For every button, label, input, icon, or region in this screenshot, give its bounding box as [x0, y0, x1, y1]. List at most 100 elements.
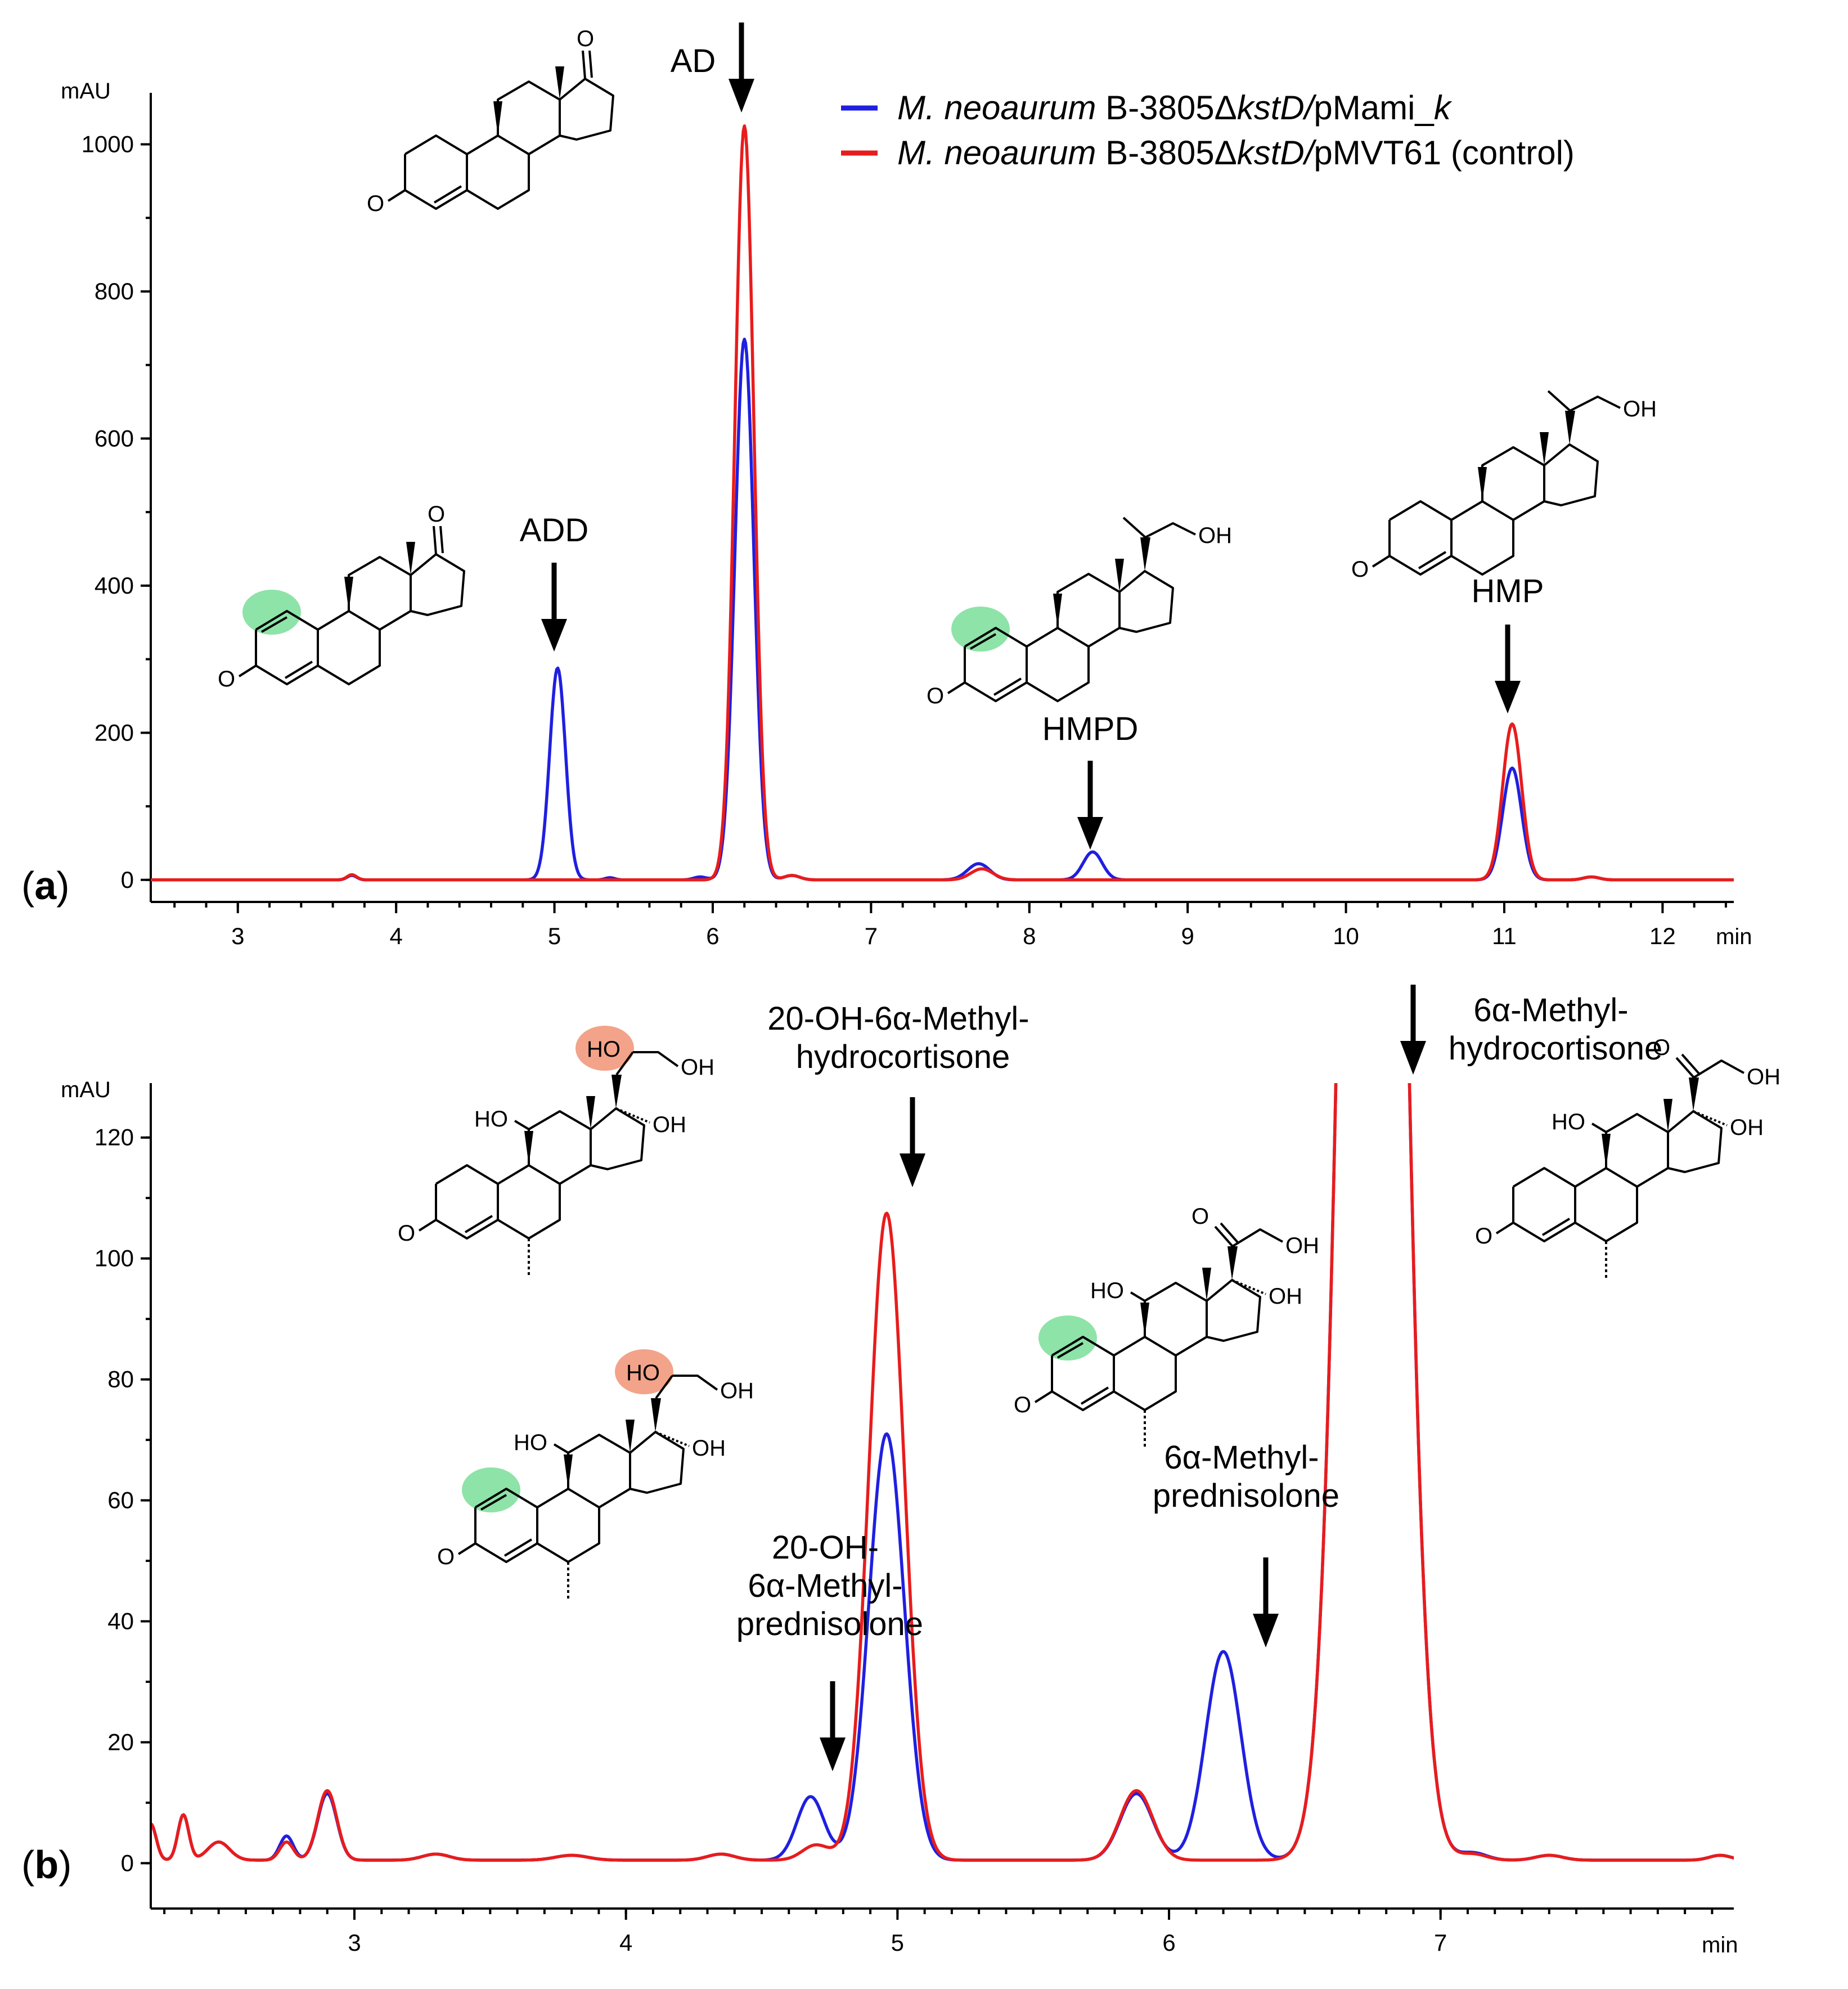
svg-text:HO: HO: [626, 1361, 660, 1385]
x-tick-label: 12: [1649, 923, 1676, 949]
arrow-methylprednisolone: [1253, 1557, 1279, 1647]
y-tick-label: 400: [95, 572, 134, 599]
y-tick-label: 20: [107, 1728, 134, 1755]
panel-b-x-ticks: 3 4 5 6 7: [163, 1909, 1714, 1956]
svg-text:OH: OH: [720, 1379, 754, 1403]
arrow-20oh-methylhydrocortisone: [900, 1097, 925, 1187]
panel-a-traces: [151, 124, 1734, 882]
x-tick-label: 7: [1434, 1929, 1447, 1956]
svg-text:OH: OH: [692, 1436, 726, 1461]
y-tick-label: 100: [95, 1245, 134, 1272]
panel-b-x-unit: min: [1702, 1933, 1738, 1957]
x-tick-label: 10: [1333, 923, 1359, 949]
y-tick-label: 0: [121, 866, 134, 893]
panel-a-tag: (a): [21, 864, 70, 908]
highlight-salmon-pred: [615, 1349, 673, 1394]
structure-20oh-methylprednisolone: O HO OH HO OH: [437, 1349, 754, 1601]
structure-20oh-methylhydrocortisone: O HO OH HO OH: [398, 1026, 714, 1277]
svg-text:O: O: [398, 1221, 415, 1246]
svg-text:HO: HO: [514, 1430, 547, 1455]
svg-text:OH: OH: [653, 1112, 686, 1137]
panel-b-tag: (b): [21, 1843, 71, 1887]
peak-label-hmp: HMP: [1472, 573, 1544, 609]
y-tick-label: 800: [95, 278, 134, 304]
x-tick-label: 11: [1492, 923, 1517, 949]
highlight-green-add: [242, 590, 301, 635]
structure-methylprednisolone: O HO OH O OH: [1014, 1204, 1319, 1449]
x-tick-label: 3: [231, 923, 244, 949]
y-tick-label: 120: [95, 1124, 134, 1151]
structure-hmp: O OH: [1351, 390, 1657, 582]
svg-text:O: O: [1014, 1393, 1031, 1417]
x-tick-label: 4: [619, 1929, 632, 1956]
svg-text:OH: OH: [1623, 397, 1657, 421]
peak-label-hmpd: HMPD: [1042, 711, 1139, 747]
svg-text:O: O: [927, 684, 944, 708]
svg-text:OH: OH: [1730, 1115, 1764, 1140]
series-line-control: [151, 124, 1734, 882]
peak-label-20oh-methylhydrocortisone: 20-OH-6α-Methyl- hydrocortisone: [767, 1000, 1038, 1075]
panel-a-x-unit: min: [1716, 924, 1752, 949]
svg-text:O: O: [437, 1544, 455, 1569]
highlight-salmon-hc: [575, 1026, 634, 1071]
y-tick-label: 0: [121, 1849, 134, 1876]
x-tick-label: 5: [548, 923, 561, 949]
arrow-ad: [729, 23, 754, 113]
svg-text:OH: OH: [1747, 1065, 1780, 1089]
x-tick-label: 6: [706, 923, 719, 949]
series-line-control: [151, 1083, 1734, 1862]
panel-b-y-ticks: 0 20 40 60 80 100 120: [95, 1124, 151, 1876]
structure-ad: O O: [367, 26, 614, 216]
svg-text:HO: HO: [587, 1037, 621, 1062]
svg-text:O: O: [218, 667, 235, 692]
highlight-green-hydroxy-pred: [462, 1467, 520, 1512]
y-tick-label: 60: [107, 1487, 134, 1514]
x-tick-label: 5: [891, 1929, 904, 1956]
legend: M. neoaurum B-3805ΔkstD/pMami_k M. neoau…: [841, 89, 1575, 172]
x-tick-label: 8: [1023, 923, 1036, 949]
svg-text:OH: OH: [1198, 523, 1232, 548]
panel-a-y-ticks: 0 200 400 600 800 1000: [82, 131, 151, 893]
peak-label-ad: AD: [671, 43, 716, 79]
svg-text:O: O: [1475, 1224, 1492, 1249]
svg-text:O: O: [1653, 1035, 1670, 1060]
series-line-pmami: [151, 338, 1734, 882]
panel-b-traces: [151, 1083, 1734, 1862]
svg-text:O: O: [367, 191, 384, 216]
highlight-green-mpred: [1038, 1315, 1097, 1361]
svg-text:O: O: [1351, 557, 1369, 582]
peak-label-methylprednisolone: 6α-Methyl- prednisolone: [1153, 1439, 1339, 1514]
peak-label-20oh-methylprednisolone: 20-OH- 6α-Methyl- prednisolone: [736, 1529, 923, 1642]
panel-a-y-unit: mAU: [61, 79, 111, 104]
svg-text:HO: HO: [474, 1107, 508, 1132]
peak-label-add: ADD: [520, 512, 588, 549]
peak-label-methylhydrocortisone: 6α-Methyl- hydrocortisone: [1449, 992, 1662, 1067]
svg-text:OH: OH: [1285, 1233, 1319, 1258]
svg-text:HO: HO: [1552, 1110, 1585, 1134]
panel-a-x-ticks: 3 4 5 6 7 8 9 10 11 12: [173, 902, 1727, 949]
svg-text:HO: HO: [1090, 1278, 1124, 1303]
y-tick-label: 40: [107, 1608, 134, 1635]
x-tick-label: 9: [1181, 923, 1194, 949]
x-tick-label: 7: [865, 923, 878, 949]
y-tick-label: 600: [95, 425, 134, 451]
panel-b: 0 20 40 60 80 100 120 3 4 5 6 7 mAU min (b) 20-OH-…: [21, 985, 1780, 1957]
structure-add: O O: [218, 502, 465, 692]
arrow-methylhydrocortisone: [1400, 985, 1426, 1075]
panel-b-y-unit: mAU: [61, 1077, 111, 1102]
y-tick-label: 200: [95, 719, 134, 746]
svg-text:O: O: [428, 502, 445, 527]
x-tick-label: 3: [348, 1929, 361, 1956]
arrow-hmpd: [1077, 761, 1103, 850]
legend-entry-pmami: M. neoaurum B-3805ΔkstD/pMami_k: [897, 89, 1453, 127]
svg-text:O: O: [577, 26, 594, 51]
svg-text:OH: OH: [1269, 1284, 1302, 1309]
svg-text:OH: OH: [681, 1055, 714, 1080]
arrow-hmp: [1495, 625, 1521, 713]
arrow-add: [541, 563, 567, 652]
structure-methylhydrocortisone: O HO OH O OH: [1475, 1035, 1780, 1280]
svg-text:O: O: [1191, 1204, 1209, 1229]
y-tick-label: 80: [107, 1366, 134, 1393]
